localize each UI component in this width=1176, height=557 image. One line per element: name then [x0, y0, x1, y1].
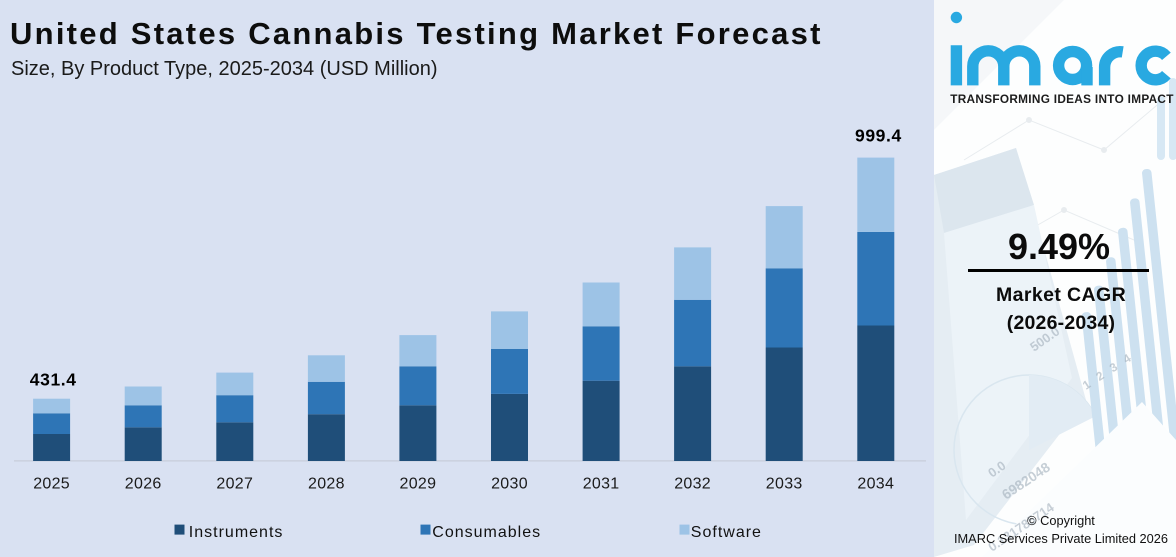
svg-text:Software: Software — [691, 524, 762, 541]
svg-text:2027: 2027 — [216, 475, 253, 492]
svg-text:Instruments: Instruments — [189, 524, 284, 541]
svg-text:431.4: 431.4 — [30, 369, 77, 389]
svg-text:2025: 2025 — [33, 475, 70, 492]
svg-text:2026: 2026 — [125, 475, 162, 492]
svg-text:2032: 2032 — [674, 475, 711, 492]
svg-text:999.4: 999.4 — [855, 126, 902, 146]
svg-text:2034: 2034 — [857, 475, 894, 492]
svg-text:TRANSFORMING IDEAS INTO IMPACT: TRANSFORMING IDEAS INTO IMPACT — [950, 92, 1174, 106]
svg-text:2030: 2030 — [491, 475, 528, 492]
svg-text:2033: 2033 — [766, 475, 803, 492]
svg-text:2029: 2029 — [400, 475, 437, 492]
svg-text:2028: 2028 — [308, 475, 345, 492]
svg-text:Consumables: Consumables — [432, 524, 541, 541]
svg-text:2031: 2031 — [583, 475, 620, 492]
